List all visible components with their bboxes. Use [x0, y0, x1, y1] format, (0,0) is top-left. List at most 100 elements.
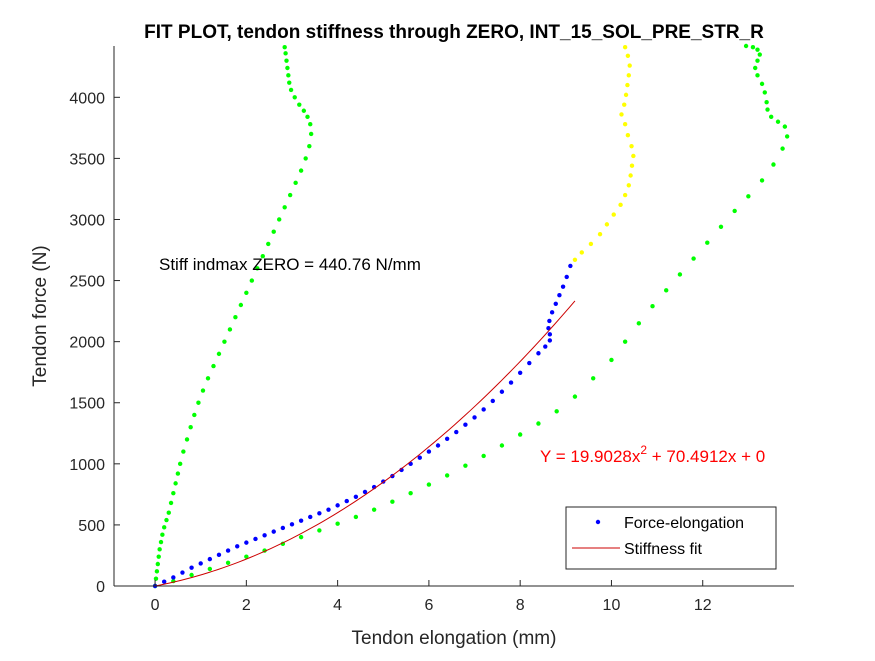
data-point	[622, 121, 628, 127]
data-point	[216, 351, 222, 357]
data-point	[755, 58, 760, 63]
data-point	[627, 63, 632, 68]
data-point	[162, 579, 167, 584]
stiffness-annotation: Stiff indmax ZERO = 440.76 N/mm	[159, 255, 421, 274]
data-point	[371, 507, 377, 512]
legend-marker-force-elongation	[595, 519, 601, 525]
data-point	[211, 363, 216, 369]
data-point	[609, 357, 614, 363]
data-point	[297, 102, 302, 107]
data-point	[160, 532, 165, 537]
data-point	[253, 536, 258, 542]
data-point	[271, 529, 276, 534]
data-point	[543, 344, 548, 349]
data-point	[636, 321, 642, 326]
data-point	[222, 339, 227, 344]
data-point	[765, 107, 770, 112]
data-point	[280, 525, 286, 531]
data-point	[622, 102, 627, 107]
data-point	[626, 183, 631, 188]
data-point	[238, 302, 244, 308]
legend-label-stiffness-fit: Stiffness fit	[624, 541, 703, 558]
data-point	[282, 45, 287, 50]
data-point	[664, 288, 669, 293]
data-point	[629, 143, 634, 149]
x-tick-label: 8	[516, 597, 525, 614]
data-point	[166, 510, 171, 515]
data-point	[171, 575, 176, 580]
data-point	[162, 525, 167, 530]
data-point	[317, 528, 322, 533]
data-point	[171, 490, 176, 496]
data-point	[732, 208, 737, 214]
data-point	[782, 124, 788, 129]
data-point	[292, 95, 297, 100]
data-point	[335, 503, 340, 508]
data-point	[572, 257, 578, 262]
data-point	[517, 370, 523, 376]
data-point	[554, 409, 559, 414]
data-point	[568, 263, 573, 269]
data-point	[244, 290, 249, 295]
series-1	[572, 45, 636, 262]
data-point	[308, 131, 314, 137]
data-point	[508, 380, 514, 385]
data-point	[629, 163, 635, 168]
legend: Force-elongation Stiffness fit	[565, 506, 777, 570]
data-point	[308, 121, 313, 127]
legend-box	[565, 506, 777, 570]
data-point	[285, 65, 290, 71]
data-point	[353, 494, 359, 500]
data-point	[604, 222, 610, 227]
data-point	[307, 143, 312, 149]
data-point	[188, 424, 193, 430]
data-point	[743, 43, 749, 49]
data-point	[288, 87, 294, 93]
x-tick-label: 12	[694, 597, 712, 614]
data-point	[499, 443, 505, 448]
data-point	[154, 569, 160, 574]
data-point	[625, 82, 630, 88]
y-tick-label: 4000	[69, 90, 105, 107]
data-point	[175, 471, 181, 476]
data-point	[527, 360, 532, 366]
data-point	[177, 461, 183, 467]
data-point	[249, 278, 255, 283]
y-tick-label: 2000	[69, 335, 105, 352]
data-point	[463, 422, 468, 427]
data-point	[768, 114, 774, 120]
y-tick-label: 3000	[69, 212, 105, 229]
data-point	[196, 400, 201, 405]
data-point	[625, 53, 631, 58]
stiffness-fit-line	[154, 300, 576, 587]
data-point	[750, 45, 756, 50]
data-point	[718, 224, 724, 230]
data-point	[198, 561, 203, 566]
data-point	[463, 463, 468, 468]
data-point	[225, 560, 231, 565]
data-point	[499, 389, 505, 394]
data-point	[572, 394, 578, 399]
data-point	[631, 153, 636, 159]
data-point	[553, 301, 558, 306]
data-point	[408, 490, 413, 496]
data-point	[557, 293, 562, 298]
data-point	[244, 554, 249, 559]
data-point	[189, 565, 194, 570]
data-point	[244, 540, 249, 545]
data-point	[293, 180, 298, 186]
data-point	[481, 407, 486, 412]
data-point	[759, 178, 765, 183]
data-point	[623, 92, 629, 98]
data-point	[622, 339, 628, 344]
data-point	[189, 572, 194, 578]
data-point	[284, 58, 289, 63]
series-layer	[152, 43, 790, 589]
data-point	[547, 332, 553, 337]
data-point	[560, 284, 566, 289]
data-point	[517, 432, 523, 437]
data-point	[298, 168, 304, 173]
data-point	[784, 134, 790, 139]
data-point	[590, 376, 596, 381]
